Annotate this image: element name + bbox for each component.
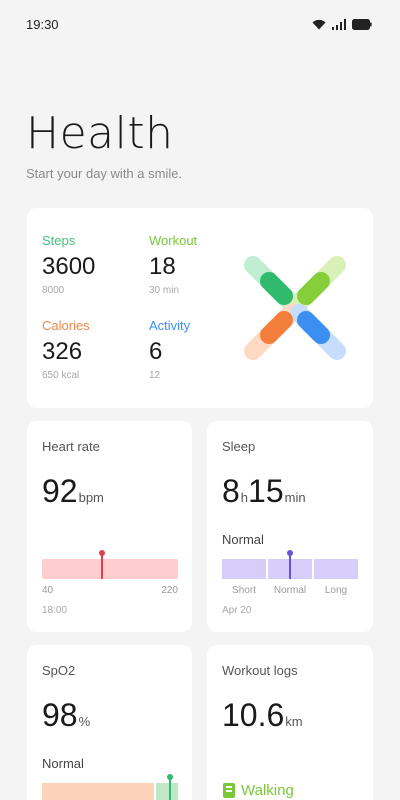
sleep-hours-unit: h [240, 490, 249, 505]
status-icons [312, 18, 372, 30]
spo2-marker-dot [167, 774, 173, 780]
spo2-range-high [156, 783, 178, 800]
spo2-reading: 98% [42, 697, 90, 734]
sleep-label-normal: Normal [273, 585, 307, 596]
steps-metric[interactable]: Steps 3600 8000 [42, 233, 95, 296]
sleep-status: Normal [222, 532, 264, 547]
activity-goal: 12 [149, 370, 161, 381]
workout-goal: 30 min [149, 285, 180, 296]
activity-metric[interactable]: Activity 6 12 [149, 318, 190, 381]
steps-value: 3600 [42, 253, 96, 280]
sleep-minutes: 15 [248, 473, 284, 509]
sleep-marker-dot [287, 550, 293, 556]
calories-goal: 650 kcal [42, 370, 80, 381]
walking-label: Walking [241, 782, 294, 799]
workout-logs-value: 10.6 [222, 697, 285, 733]
page-subtitle: Start your day with a smile. [26, 166, 183, 181]
spo2-range-low [42, 783, 154, 800]
workout-metric[interactable]: Workout 18 30 min [149, 233, 197, 296]
walking-icon [223, 783, 235, 798]
heart-rate-range-max: 220 [161, 585, 178, 596]
sleep-hours: 8 [222, 473, 240, 509]
sleep-segment-short [222, 559, 266, 579]
sleep-segment-long [314, 559, 358, 579]
sleep-minutes-unit: min [284, 490, 306, 505]
heart-rate-reading: 92bpm [42, 473, 104, 510]
heart-rate-marker-line [101, 553, 103, 579]
steps-label: Steps [42, 233, 76, 248]
walking-entry[interactable]: Walking [223, 782, 294, 799]
spo2-unit: % [78, 714, 91, 729]
heart-rate-unit: bpm [78, 490, 104, 505]
workout-logs-card[interactable]: Workout logs 10.6km Walking [207, 645, 373, 800]
battery-icon [352, 18, 372, 30]
calories-label: Calories [42, 318, 90, 333]
sleep-label-short: Short [232, 585, 256, 596]
activity-label: Activity [149, 318, 191, 333]
spo2-card[interactable]: SpO2 98% Normal [27, 645, 192, 800]
spo2-status: Normal [42, 756, 84, 771]
sleep-date: Apr 20 [222, 605, 252, 616]
steps-goal: 8000 [42, 285, 65, 296]
workout-logs-title: Workout logs [222, 663, 298, 678]
heart-rate-marker-dot [99, 550, 105, 556]
activity-summary-card[interactable]: Steps 3600 8000 Workout 18 30 min Calori… [27, 208, 373, 408]
heart-rate-time: 18:00 [42, 605, 68, 616]
sleep-card[interactable]: Sleep 8h15min Normal Short Normal Long A… [207, 421, 373, 632]
workout-value: 18 [149, 253, 176, 280]
heart-rate-value: 92 [42, 473, 78, 509]
spo2-title: SpO2 [42, 663, 76, 678]
sleep-label-long: Long [324, 585, 348, 596]
wifi-icon [312, 19, 326, 29]
activity-value: 6 [149, 338, 163, 365]
status-time: 19:30 [26, 16, 59, 32]
calories-metric[interactable]: Calories 326 650 kcal [42, 318, 90, 381]
spo2-value: 98 [42, 697, 78, 733]
spo2-marker-line [169, 777, 171, 800]
workout-label: Workout [149, 233, 198, 248]
heart-rate-title: Heart rate [42, 439, 100, 454]
heart-rate-range-min: 40 [42, 585, 54, 596]
status-bar: 19:30 [0, 0, 400, 48]
signal-icon [332, 18, 346, 30]
sleep-reading: 8h15min [222, 473, 306, 510]
heart-rate-range-bar [42, 559, 178, 579]
workout-logs-unit: km [285, 714, 303, 729]
sleep-title: Sleep [222, 439, 256, 454]
calories-value: 326 [42, 338, 83, 365]
heart-rate-card[interactable]: Heart rate 92bpm 40 220 18:00 [27, 421, 192, 632]
workout-logs-reading: 10.6km [222, 697, 303, 734]
activity-rings-icon [244, 256, 346, 360]
sleep-marker-line [289, 553, 291, 579]
page-title: Health [26, 108, 174, 159]
